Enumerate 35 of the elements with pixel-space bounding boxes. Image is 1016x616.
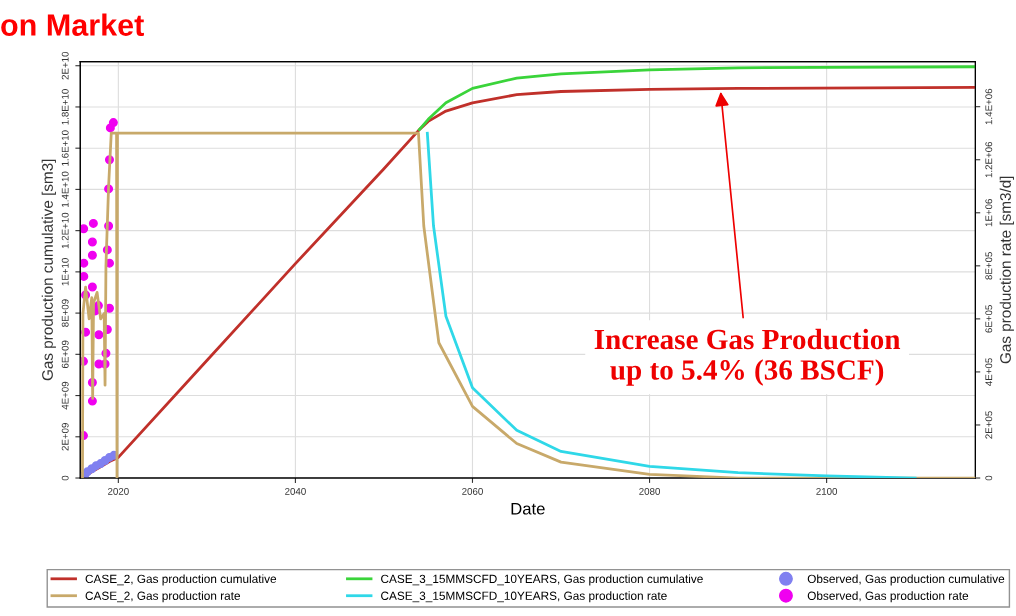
x-axis-title: Date — [511, 502, 545, 515]
legend-label: Observed, Gas production rate — [807, 591, 969, 603]
legend-label: CASE_3_15MMSCFD_10YEARS, Gas production rate — [381, 591, 667, 603]
y-tick-label: 8E+09 — [61, 299, 69, 327]
x-tick-label: 2040 — [285, 487, 306, 495]
y2-axis-title: Gas production rate [sm3/d] — [999, 176, 1014, 364]
y-tick-label: 2E+10 — [61, 51, 69, 80]
annotation: Increase Gas Production up to 5.4% (36 BSCF) — [594, 328, 901, 386]
y-tick-label: 4E+09 — [61, 381, 69, 410]
x-tick-label: 2080 — [639, 487, 660, 495]
y-tick-label: 2E+09 — [61, 423, 69, 451]
legend-label: CASE_3_15MMSCFD_10YEARS, Gas production cumulative — [381, 574, 703, 586]
x-tick-label: 2060 — [462, 487, 483, 495]
y-tick-label: 6E+09 — [61, 340, 69, 369]
y-tick-label: 1.8E+10 — [61, 89, 69, 125]
chart-title: on Market — [1, 13, 144, 36]
y2-tick-label: 1.4E+06 — [985, 88, 993, 125]
y2-tick-label: 1E+06 — [985, 199, 993, 227]
y-tick-label: 1.4E+10 — [61, 171, 69, 207]
y2-tick-label: 6E+05 — [985, 305, 993, 333]
y2-tick-label: 4E+05 — [985, 358, 993, 386]
y-axis-title: Gas production cumulative [sm3] — [41, 159, 56, 381]
y2-tick-label: 0 — [985, 475, 993, 481]
legend-label: CASE_2, Gas production rate — [85, 591, 240, 603]
y-tick-label: 1E+10 — [61, 258, 69, 286]
x-tick-label: 2020 — [108, 487, 129, 495]
y2-tick-label: 2E+05 — [985, 411, 993, 439]
x-tick-label: 2100 — [816, 487, 838, 495]
legend-label: Observed, Gas production cumulative — [807, 574, 1005, 586]
y-tick-label: 1.2E+10 — [61, 212, 69, 249]
y2-tick-label: 8E+05 — [985, 252, 993, 280]
legend-label: CASE_2, Gas production cumulative — [85, 574, 277, 586]
y-tick-label: 0 — [61, 475, 69, 481]
y-tick-label: 1.6E+10 — [61, 130, 69, 166]
y2-tick-label: 1.2E+06 — [985, 141, 993, 178]
